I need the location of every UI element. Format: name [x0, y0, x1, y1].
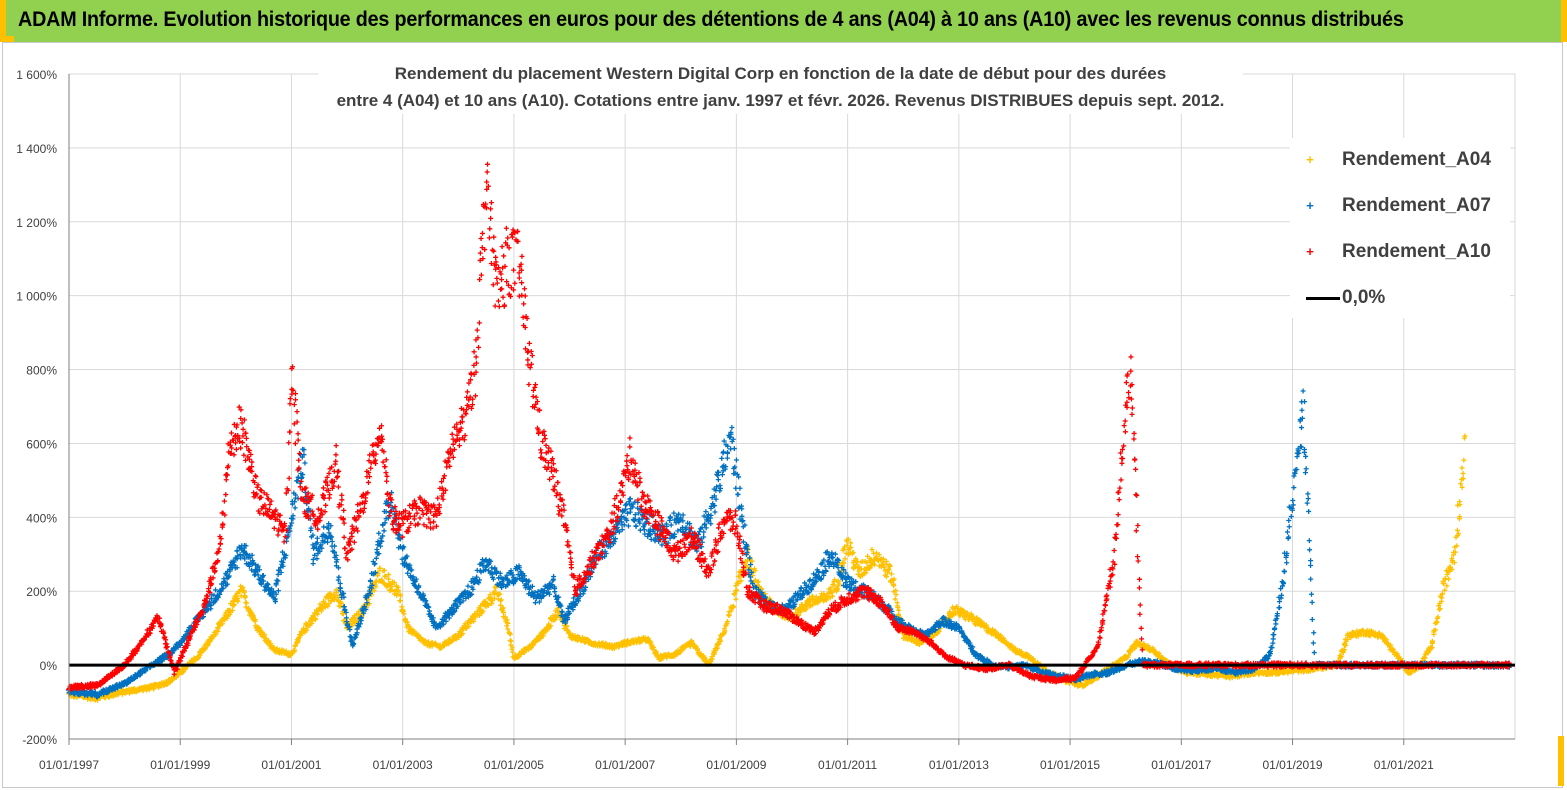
point-rendement-a04	[366, 601, 372, 607]
point-rendement-a04	[224, 615, 230, 621]
point-rendement-a04	[333, 589, 339, 595]
point-rendement-a07	[798, 585, 804, 591]
point-rendement-a04	[231, 602, 237, 608]
point-rendement-a04	[1459, 465, 1465, 471]
point-rendement-a04	[325, 603, 331, 609]
point-rendement-a04	[1461, 457, 1467, 463]
point-rendement-a07	[671, 510, 677, 516]
point-rendement-a04	[391, 580, 397, 586]
point-rendement-a04	[251, 613, 257, 619]
point-rendement-a07	[712, 509, 718, 515]
point-rendement-a07	[701, 529, 707, 535]
point-rendement-a04	[180, 668, 186, 674]
point-rendement-a04	[377, 565, 383, 571]
point-rendement-a04	[338, 603, 344, 609]
point-rendement-a07	[465, 583, 471, 589]
point-rendement-a04	[1460, 471, 1466, 477]
point-rendement-a07	[376, 530, 382, 536]
point-rendement-a07	[552, 589, 558, 595]
point-rendement-a07	[733, 457, 739, 463]
point-rendement-a04	[373, 584, 379, 590]
point-rendement-a04	[318, 608, 324, 614]
point-rendement-a04	[213, 632, 219, 638]
point-rendement-a04	[295, 635, 301, 641]
point-rendement-a04	[268, 641, 274, 647]
header-banner: ADAM Informe. Evolution historique des p…	[0, 0, 1567, 42]
frame-corner-bottom-right	[1558, 736, 1564, 786]
point-rendement-a07	[719, 455, 725, 461]
page-title: ADAM Informe. Evolution historique des p…	[18, 8, 1404, 31]
point-rendement-a07	[729, 425, 735, 431]
point-rendement-a04	[309, 620, 315, 626]
point-rendement-a04	[1446, 576, 1452, 582]
point-rendement-a07	[633, 523, 639, 529]
point-rendement-a04	[379, 577, 385, 583]
point-rendement-a04	[291, 647, 297, 653]
point-rendement-a07	[526, 578, 532, 584]
point-rendement-a04	[244, 600, 250, 606]
point-rendement-a04	[235, 598, 241, 604]
point-rendement-a04	[230, 607, 236, 613]
point-rendement-a04	[733, 596, 739, 602]
point-rendement-a04	[207, 639, 213, 645]
point-rendement-a07	[725, 449, 731, 455]
point-rendement-a04	[310, 613, 316, 619]
point-rendement-a04	[389, 587, 395, 593]
point-rendement-a04	[386, 572, 392, 578]
point-rendement-a04	[215, 626, 221, 632]
point-rendement-a07	[724, 455, 730, 461]
point-rendement-a04	[498, 597, 504, 603]
point-rendement-a04	[252, 618, 258, 624]
point-rendement-a04	[176, 671, 182, 677]
frame-corner-top-left	[0, 36, 14, 42]
point-rendement-a04	[340, 611, 346, 617]
point-rendement-a07	[715, 477, 721, 483]
point-rendement-a07	[310, 561, 316, 567]
point-rendement-a07	[668, 522, 674, 528]
point-rendement-a04	[386, 576, 392, 582]
point-rendement-a04	[371, 588, 377, 594]
point-rendement-a04	[398, 593, 404, 599]
point-rendement-a07	[302, 460, 308, 466]
point-rendement-a04	[227, 612, 233, 618]
point-rendement-a04	[219, 621, 225, 627]
point-rendement-a04	[349, 623, 355, 629]
point-rendement-a04	[381, 567, 387, 573]
point-rendement-a07	[381, 528, 387, 534]
point-rendement-a04	[331, 591, 337, 597]
point-rendement-a04	[507, 638, 513, 644]
point-rendement-a07	[405, 570, 411, 576]
point-rendement-a07	[703, 509, 709, 515]
point-rendement-a04	[242, 593, 248, 599]
point-rendement-a04	[292, 643, 298, 649]
point-rendement-a04	[510, 649, 516, 655]
chart-points	[65, 161, 1515, 703]
point-rendement-a07	[737, 485, 743, 491]
point-rendement-a07	[274, 577, 280, 583]
point-rendement-a04	[397, 598, 403, 604]
point-rendement-a07	[332, 543, 338, 549]
point-rendement-a07	[625, 523, 631, 529]
point-rendement-a04	[383, 574, 389, 580]
chart-frame	[2, 42, 1563, 788]
point-rendement-a07	[299, 474, 305, 480]
point-rendement-a04	[304, 627, 310, 633]
point-rendement-a07	[373, 555, 379, 561]
point-rendement-a04	[313, 616, 319, 622]
point-rendement-a07	[314, 535, 320, 541]
point-rendement-a04	[395, 587, 401, 593]
point-rendement-a04	[256, 625, 262, 631]
point-rendement-a07	[292, 505, 298, 511]
point-rendement-a04	[381, 580, 387, 586]
